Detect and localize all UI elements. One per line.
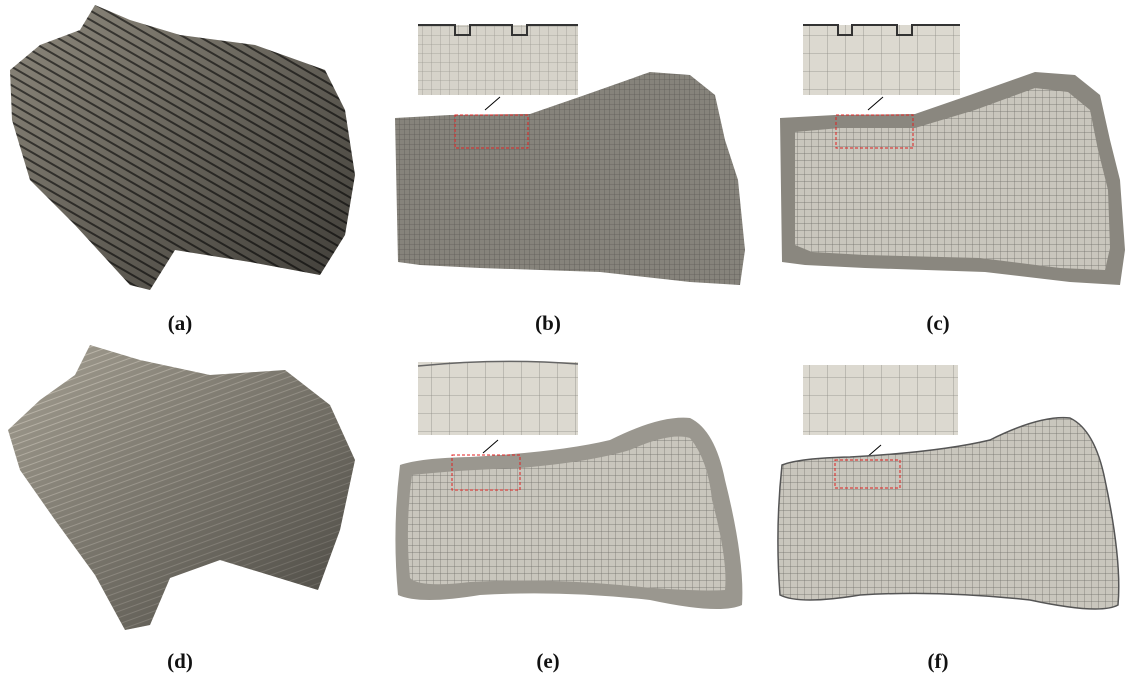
cross-section-f [778,365,1119,609]
panel-label: (c) [926,311,949,335]
panel-label: (d) [167,649,193,673]
smooth-rock [8,345,355,630]
voxel-rock [10,5,355,290]
panel-label: (b) [535,311,561,335]
cross-section-c [780,25,1125,285]
panel-label: (e) [536,649,559,673]
panel-label: (f) [928,649,949,673]
panel-label: (a) [168,311,193,335]
cross-section-b [395,25,745,285]
figure: (a) (b) (c) (d) (e) (f) [0,0,1126,686]
cross-section-e [395,361,742,609]
